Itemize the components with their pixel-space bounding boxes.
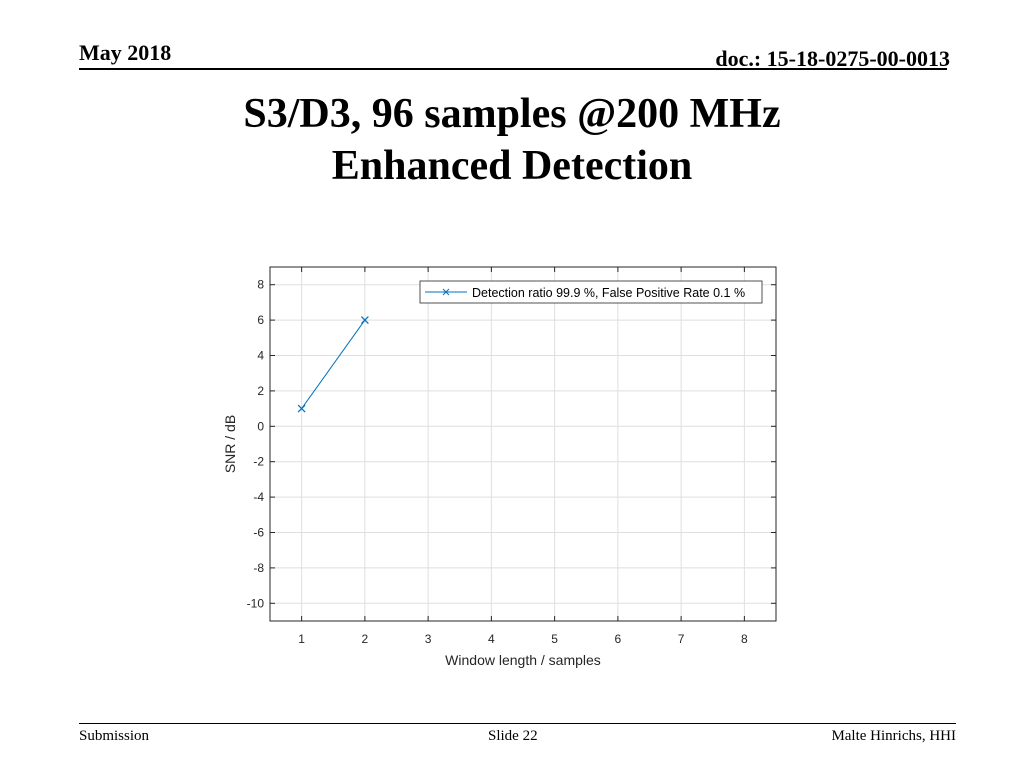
data-point-marker: [297, 404, 306, 413]
x-tick-label: 8: [741, 632, 748, 646]
legend-box: [419, 280, 763, 304]
footer-slide-number: Slide 22: [488, 728, 538, 744]
footer-author: Malte Hinrichs, HHI: [831, 728, 956, 744]
snr-chart: 1 2 3 4 5 6 7 8 -10 -8 -6 -4 -2 0 2 4 6 8 Window length /…: [222, 266, 777, 668]
y-tick-label: 4: [257, 349, 264, 363]
x-tick-label: 5: [551, 632, 558, 646]
y-tick-label: 8: [257, 278, 264, 292]
footer-divider: [79, 723, 956, 724]
y-tick-label: -2: [253, 455, 264, 469]
chart-container: 1 2 3 4 5 6 7 8 -10 -8 -6 -4 -2 0 2 4 6 8 Window length /…: [222, 266, 777, 668]
x-tick-label: 3: [425, 632, 432, 646]
footer-submission: Submission: [79, 728, 150, 744]
slide-title-line-1: S3/D3, 96 samples @200 MHz: [243, 91, 781, 137]
slide-title: S3/D3, 96 samples @200 MHz Enhanced Dete…: [0, 88, 1024, 192]
x-tick-label: 2: [362, 632, 369, 646]
y-tick-label: 2: [257, 384, 264, 398]
plot-area-frame: [269, 266, 777, 622]
legend-entry-label: Detection ratio 99.9 %, False Positive R…: [472, 286, 745, 300]
axis-ticks: 1 2 3 4 5 6 7 8 -10 -8 -6 -4 -2 0 2 4 6 8: [247, 267, 776, 646]
y-tick-label: 0: [257, 419, 264, 433]
header-date: May 2018: [79, 40, 172, 65]
y-tick-label: 6: [257, 313, 264, 327]
chart-grid: [270, 267, 776, 621]
marker-stroke: [360, 316, 369, 325]
x-tick-label: 4: [488, 632, 495, 646]
marker-stroke: [297, 404, 306, 413]
y-tick-label: -4: [253, 490, 264, 504]
series-line: [301, 319, 366, 409]
y-tick-label: -8: [253, 561, 264, 575]
x-axis-label: Window length / samples: [445, 652, 601, 668]
y-tick-label: -6: [253, 526, 264, 540]
x-tick-label: 7: [678, 632, 685, 646]
slide-title-line-2: Enhanced Detection: [331, 143, 693, 189]
y-axis-label: SNR / dB: [222, 415, 238, 473]
x-tick-label: 6: [615, 632, 622, 646]
chart-legend: Detection ratio 99.9 %, False Positive R…: [419, 280, 763, 304]
header-divider: [79, 68, 947, 70]
data-point-marker: [360, 316, 369, 325]
x-tick-label: 1: [298, 632, 305, 646]
y-tick-label: -10: [247, 596, 265, 610]
chart-series: [297, 316, 369, 413]
header-doc-id: doc.: 15-18-0275-00-0013: [715, 46, 950, 71]
legend-marker: [442, 288, 450, 296]
